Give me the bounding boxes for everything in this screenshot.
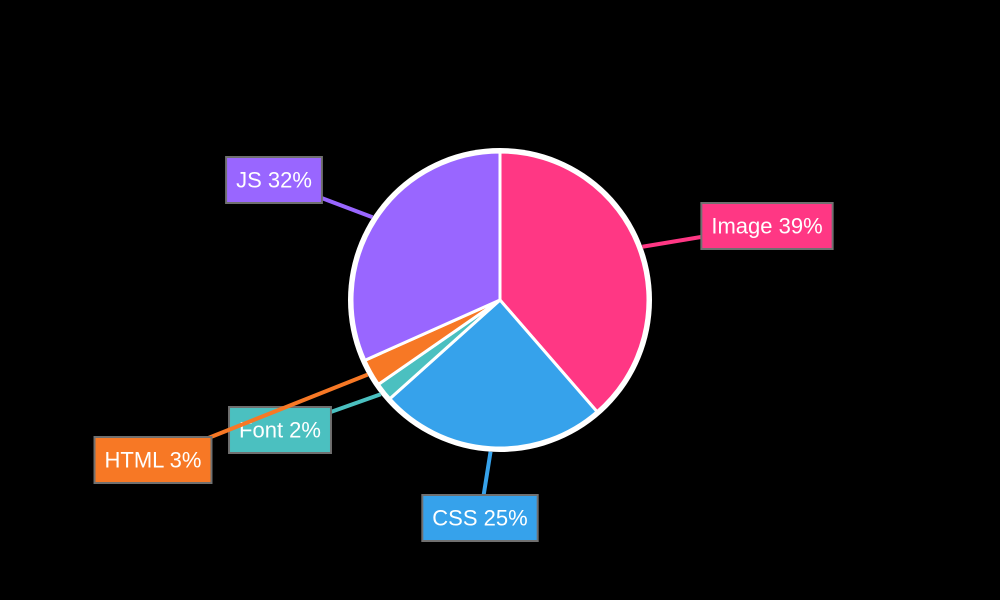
pie-slice-js[interactable] [350, 150, 502, 362]
pie-slice-image[interactable] [498, 150, 650, 414]
pie-slices [350, 150, 650, 450]
slice-label-box-css [421, 494, 539, 542]
slice-label-image: Image 39% [700, 202, 834, 250]
slice-label-css: CSS 25% [421, 494, 539, 542]
slice-label-text-html: HTML 3% [105, 448, 202, 473]
slice-label-text-css: CSS 25% [432, 506, 527, 531]
slice-label-text-js: JS 32% [236, 168, 312, 193]
slice-label-box-html [93, 436, 213, 484]
pie-slice-css[interactable] [388, 298, 599, 450]
slice-label-html: HTML 3% [93, 436, 213, 484]
slice-label-font: Font 2% [228, 406, 332, 454]
slice-label-box-image [700, 202, 834, 250]
pie-labels: Image 39% CSS 25% Font 2% HTML 3% JS 32% [93, 156, 834, 542]
slice-label-js: JS 32% [225, 156, 323, 204]
slice-label-text-image: Image 39% [711, 214, 822, 239]
slice-label-box-js [225, 156, 323, 204]
